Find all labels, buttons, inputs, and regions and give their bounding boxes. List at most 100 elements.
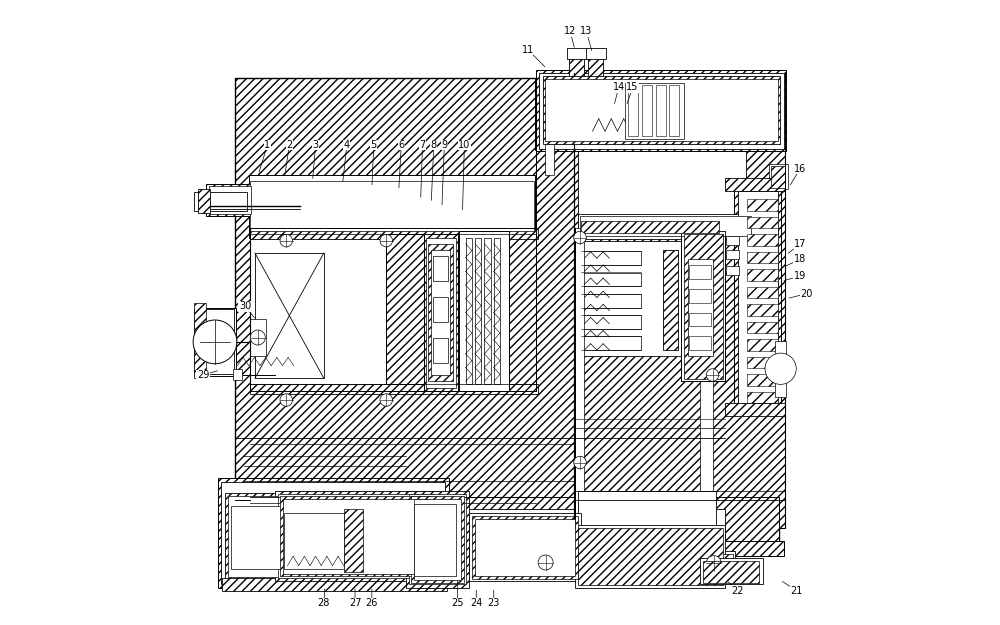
Text: 9: 9: [441, 140, 447, 150]
Bar: [459, 231, 509, 391]
Bar: [542, 76, 780, 144]
Bar: [472, 516, 578, 579]
Bar: [726, 250, 739, 259]
Bar: [284, 512, 344, 569]
Bar: [662, 250, 678, 350]
Bar: [194, 308, 236, 376]
Bar: [747, 339, 778, 351]
Bar: [235, 497, 779, 553]
Bar: [250, 238, 388, 391]
Text: 25: 25: [451, 598, 464, 608]
Bar: [580, 216, 751, 236]
Bar: [775, 341, 786, 397]
Text: 19: 19: [794, 271, 806, 281]
Text: 12: 12: [564, 26, 576, 36]
Bar: [466, 238, 472, 384]
Circle shape: [574, 231, 586, 244]
Bar: [198, 189, 210, 213]
Bar: [692, 551, 735, 575]
Text: 28: 28: [318, 598, 330, 608]
Text: 1: 1: [264, 140, 271, 150]
Text: 4: 4: [344, 140, 350, 150]
Bar: [250, 319, 266, 356]
Bar: [575, 509, 725, 547]
Text: 18: 18: [794, 254, 806, 264]
Bar: [581, 294, 641, 308]
Bar: [747, 234, 778, 246]
Bar: [469, 512, 581, 581]
Bar: [428, 244, 453, 381]
Bar: [581, 315, 641, 329]
Text: 13: 13: [580, 26, 592, 36]
Bar: [747, 199, 778, 211]
Bar: [432, 297, 448, 322]
Circle shape: [574, 456, 586, 469]
Bar: [545, 82, 554, 175]
Bar: [250, 229, 538, 239]
Bar: [567, 48, 587, 59]
Circle shape: [706, 556, 721, 571]
Bar: [278, 494, 434, 578]
Bar: [771, 166, 785, 188]
Bar: [280, 496, 432, 576]
Bar: [494, 238, 500, 384]
Text: 24: 24: [470, 598, 482, 608]
Text: 29: 29: [197, 370, 209, 380]
Bar: [221, 482, 445, 584]
Bar: [747, 392, 778, 403]
Bar: [539, 72, 784, 149]
Text: 10: 10: [458, 140, 471, 150]
Bar: [725, 178, 785, 191]
Bar: [669, 85, 679, 136]
Bar: [235, 78, 779, 553]
Bar: [700, 558, 763, 584]
Bar: [700, 353, 712, 528]
Bar: [575, 228, 584, 528]
Bar: [628, 85, 638, 136]
Bar: [222, 578, 447, 591]
Bar: [475, 238, 481, 384]
Bar: [578, 214, 753, 239]
Bar: [578, 241, 684, 356]
Bar: [747, 269, 778, 281]
Bar: [574, 73, 785, 528]
Bar: [684, 234, 722, 379]
Bar: [769, 164, 788, 189]
Bar: [424, 234, 458, 391]
Text: 17: 17: [794, 239, 806, 249]
Bar: [249, 175, 535, 238]
Bar: [344, 509, 362, 572]
Bar: [218, 478, 449, 588]
Bar: [194, 303, 206, 378]
Bar: [578, 128, 746, 228]
Bar: [250, 509, 575, 547]
Bar: [414, 499, 461, 580]
Text: 3: 3: [313, 140, 319, 150]
Bar: [406, 491, 469, 588]
Text: 27: 27: [349, 598, 361, 608]
Bar: [725, 403, 785, 416]
Bar: [581, 272, 641, 286]
Bar: [411, 496, 464, 582]
Bar: [206, 184, 253, 216]
Text: 22: 22: [731, 586, 744, 596]
Bar: [283, 499, 430, 574]
Bar: [703, 561, 759, 582]
Bar: [475, 519, 575, 576]
Bar: [194, 192, 247, 211]
Text: 2: 2: [286, 140, 292, 150]
Bar: [241, 541, 784, 556]
Bar: [209, 186, 251, 214]
Bar: [586, 48, 606, 59]
Bar: [588, 56, 603, 94]
Bar: [228, 496, 344, 577]
Text: 30: 30: [239, 301, 251, 311]
Bar: [545, 79, 778, 141]
Text: 8: 8: [431, 140, 437, 150]
Text: 21: 21: [791, 586, 803, 596]
Bar: [738, 191, 778, 409]
Bar: [232, 369, 242, 380]
Bar: [681, 231, 725, 381]
Bar: [250, 181, 534, 231]
Text: 15: 15: [626, 82, 639, 92]
